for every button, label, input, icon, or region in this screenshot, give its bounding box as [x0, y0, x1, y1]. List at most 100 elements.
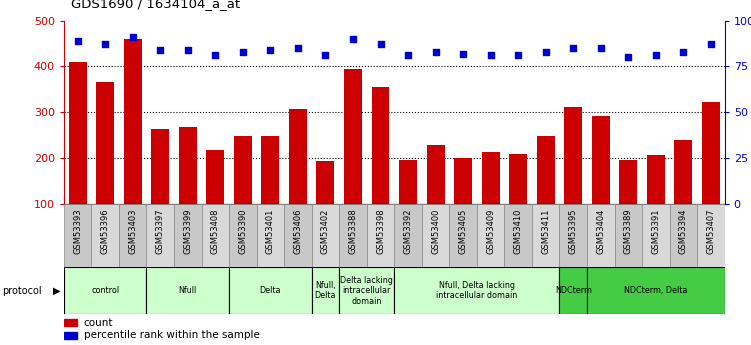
Text: GSM53389: GSM53389: [624, 209, 633, 254]
Bar: [559, 267, 587, 314]
Bar: [614, 204, 642, 267]
Bar: [257, 204, 284, 267]
Bar: [505, 204, 532, 267]
Point: [237, 49, 249, 55]
Point: [705, 42, 717, 47]
Bar: [670, 204, 697, 267]
Bar: [64, 204, 92, 267]
Text: GSM53395: GSM53395: [569, 209, 578, 254]
Text: GSM53397: GSM53397: [155, 209, 164, 254]
Text: percentile rank within the sample: percentile rank within the sample: [83, 331, 260, 340]
Bar: [481, 152, 499, 249]
Bar: [316, 161, 334, 249]
Text: GSM53393: GSM53393: [73, 209, 82, 254]
Bar: [174, 204, 201, 267]
Point: [430, 49, 442, 55]
Point: [292, 46, 304, 51]
Bar: [261, 136, 279, 249]
Text: GSM53408: GSM53408: [211, 209, 220, 254]
Bar: [229, 204, 257, 267]
Text: control: control: [91, 286, 119, 295]
Bar: [647, 155, 665, 249]
Bar: [124, 39, 142, 249]
Text: GSM53403: GSM53403: [128, 209, 137, 254]
Bar: [454, 158, 472, 249]
Bar: [366, 204, 394, 267]
Bar: [509, 154, 527, 249]
Text: Nfull: Nfull: [179, 286, 197, 295]
Bar: [229, 267, 312, 314]
Bar: [312, 204, 339, 267]
Text: Delta: Delta: [260, 286, 281, 295]
Bar: [394, 204, 422, 267]
Bar: [64, 267, 146, 314]
Text: GSM53411: GSM53411: [541, 209, 550, 254]
Point: [375, 42, 387, 47]
Bar: [201, 204, 229, 267]
Bar: [674, 140, 692, 249]
Bar: [68, 62, 86, 249]
Bar: [697, 204, 725, 267]
Text: NDCterm, Delta: NDCterm, Delta: [624, 286, 688, 295]
Bar: [92, 204, 119, 267]
Point: [264, 47, 276, 53]
Text: GSM53394: GSM53394: [679, 209, 688, 254]
Text: GSM53407: GSM53407: [707, 209, 716, 254]
Point: [347, 36, 359, 42]
Point: [154, 47, 166, 53]
Text: protocol: protocol: [2, 286, 42, 296]
Bar: [642, 204, 670, 267]
Text: GSM53390: GSM53390: [238, 209, 247, 254]
Bar: [592, 116, 610, 249]
Point: [677, 49, 689, 55]
Text: GSM53399: GSM53399: [183, 209, 192, 254]
Bar: [207, 150, 225, 249]
Text: Delta lacking
intracellular
domain: Delta lacking intracellular domain: [340, 276, 394, 306]
Point: [71, 38, 83, 43]
Point: [512, 53, 524, 58]
Bar: [146, 267, 229, 314]
Text: GSM53391: GSM53391: [651, 209, 660, 254]
Text: ▶: ▶: [53, 286, 60, 296]
Bar: [146, 204, 174, 267]
Point: [402, 53, 414, 58]
Bar: [587, 204, 614, 267]
Bar: [532, 204, 559, 267]
Bar: [96, 82, 114, 249]
Bar: [339, 204, 366, 267]
Point: [319, 53, 331, 58]
Bar: [312, 267, 339, 314]
Point: [99, 42, 111, 47]
Bar: [620, 160, 638, 249]
Bar: [344, 69, 362, 249]
Text: count: count: [83, 318, 113, 328]
Bar: [64, 332, 77, 339]
Point: [182, 47, 194, 53]
Text: GSM53405: GSM53405: [459, 209, 468, 254]
Bar: [399, 160, 417, 249]
Bar: [289, 109, 307, 249]
Point: [484, 53, 496, 58]
Text: GSM53398: GSM53398: [376, 209, 385, 254]
Text: GSM53388: GSM53388: [348, 209, 357, 254]
Text: GSM53396: GSM53396: [101, 209, 110, 254]
Text: GSM53401: GSM53401: [266, 209, 275, 254]
Point: [127, 34, 139, 40]
Point: [457, 51, 469, 56]
Bar: [422, 204, 449, 267]
Bar: [564, 107, 582, 249]
Bar: [702, 102, 720, 249]
Bar: [587, 267, 725, 314]
Bar: [537, 136, 555, 249]
Bar: [119, 204, 146, 267]
Text: GDS1690 / 1634104_a_at: GDS1690 / 1634104_a_at: [71, 0, 240, 10]
Bar: [559, 204, 587, 267]
Bar: [449, 204, 477, 267]
Text: Nfull,
Delta: Nfull, Delta: [315, 281, 336, 300]
Bar: [151, 129, 169, 249]
Text: Nfull, Delta lacking
intracellular domain: Nfull, Delta lacking intracellular domai…: [436, 281, 517, 300]
Bar: [284, 204, 312, 267]
Bar: [394, 267, 559, 314]
Text: GSM53404: GSM53404: [596, 209, 605, 254]
Text: GSM53400: GSM53400: [431, 209, 440, 254]
